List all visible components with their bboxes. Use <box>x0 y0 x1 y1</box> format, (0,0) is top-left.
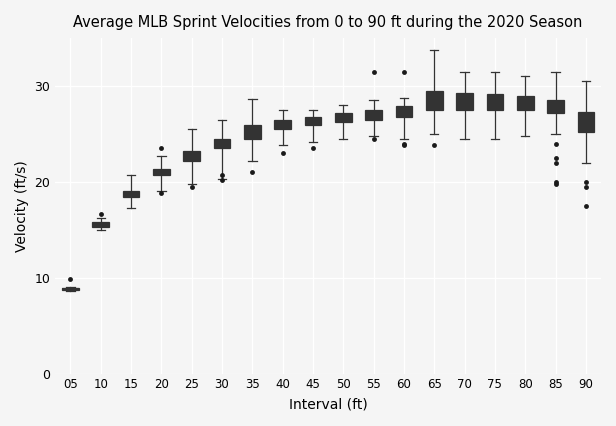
PathPatch shape <box>214 139 230 148</box>
PathPatch shape <box>92 222 109 227</box>
Y-axis label: Velocity (ft/s): Velocity (ft/s) <box>15 160 29 252</box>
PathPatch shape <box>365 110 382 120</box>
PathPatch shape <box>487 94 503 110</box>
PathPatch shape <box>456 93 473 110</box>
PathPatch shape <box>153 169 170 175</box>
PathPatch shape <box>123 190 139 197</box>
PathPatch shape <box>184 151 200 161</box>
PathPatch shape <box>274 120 291 129</box>
Title: Average MLB Sprint Velocities from 0 to 90 ft during the 2020 Season: Average MLB Sprint Velocities from 0 to … <box>73 15 583 30</box>
PathPatch shape <box>305 117 322 125</box>
PathPatch shape <box>244 125 261 139</box>
PathPatch shape <box>62 288 79 290</box>
PathPatch shape <box>395 106 412 117</box>
PathPatch shape <box>547 101 564 113</box>
PathPatch shape <box>517 95 533 110</box>
PathPatch shape <box>426 91 442 110</box>
PathPatch shape <box>335 113 352 122</box>
PathPatch shape <box>578 112 594 132</box>
X-axis label: Interval (ft): Interval (ft) <box>289 397 368 411</box>
